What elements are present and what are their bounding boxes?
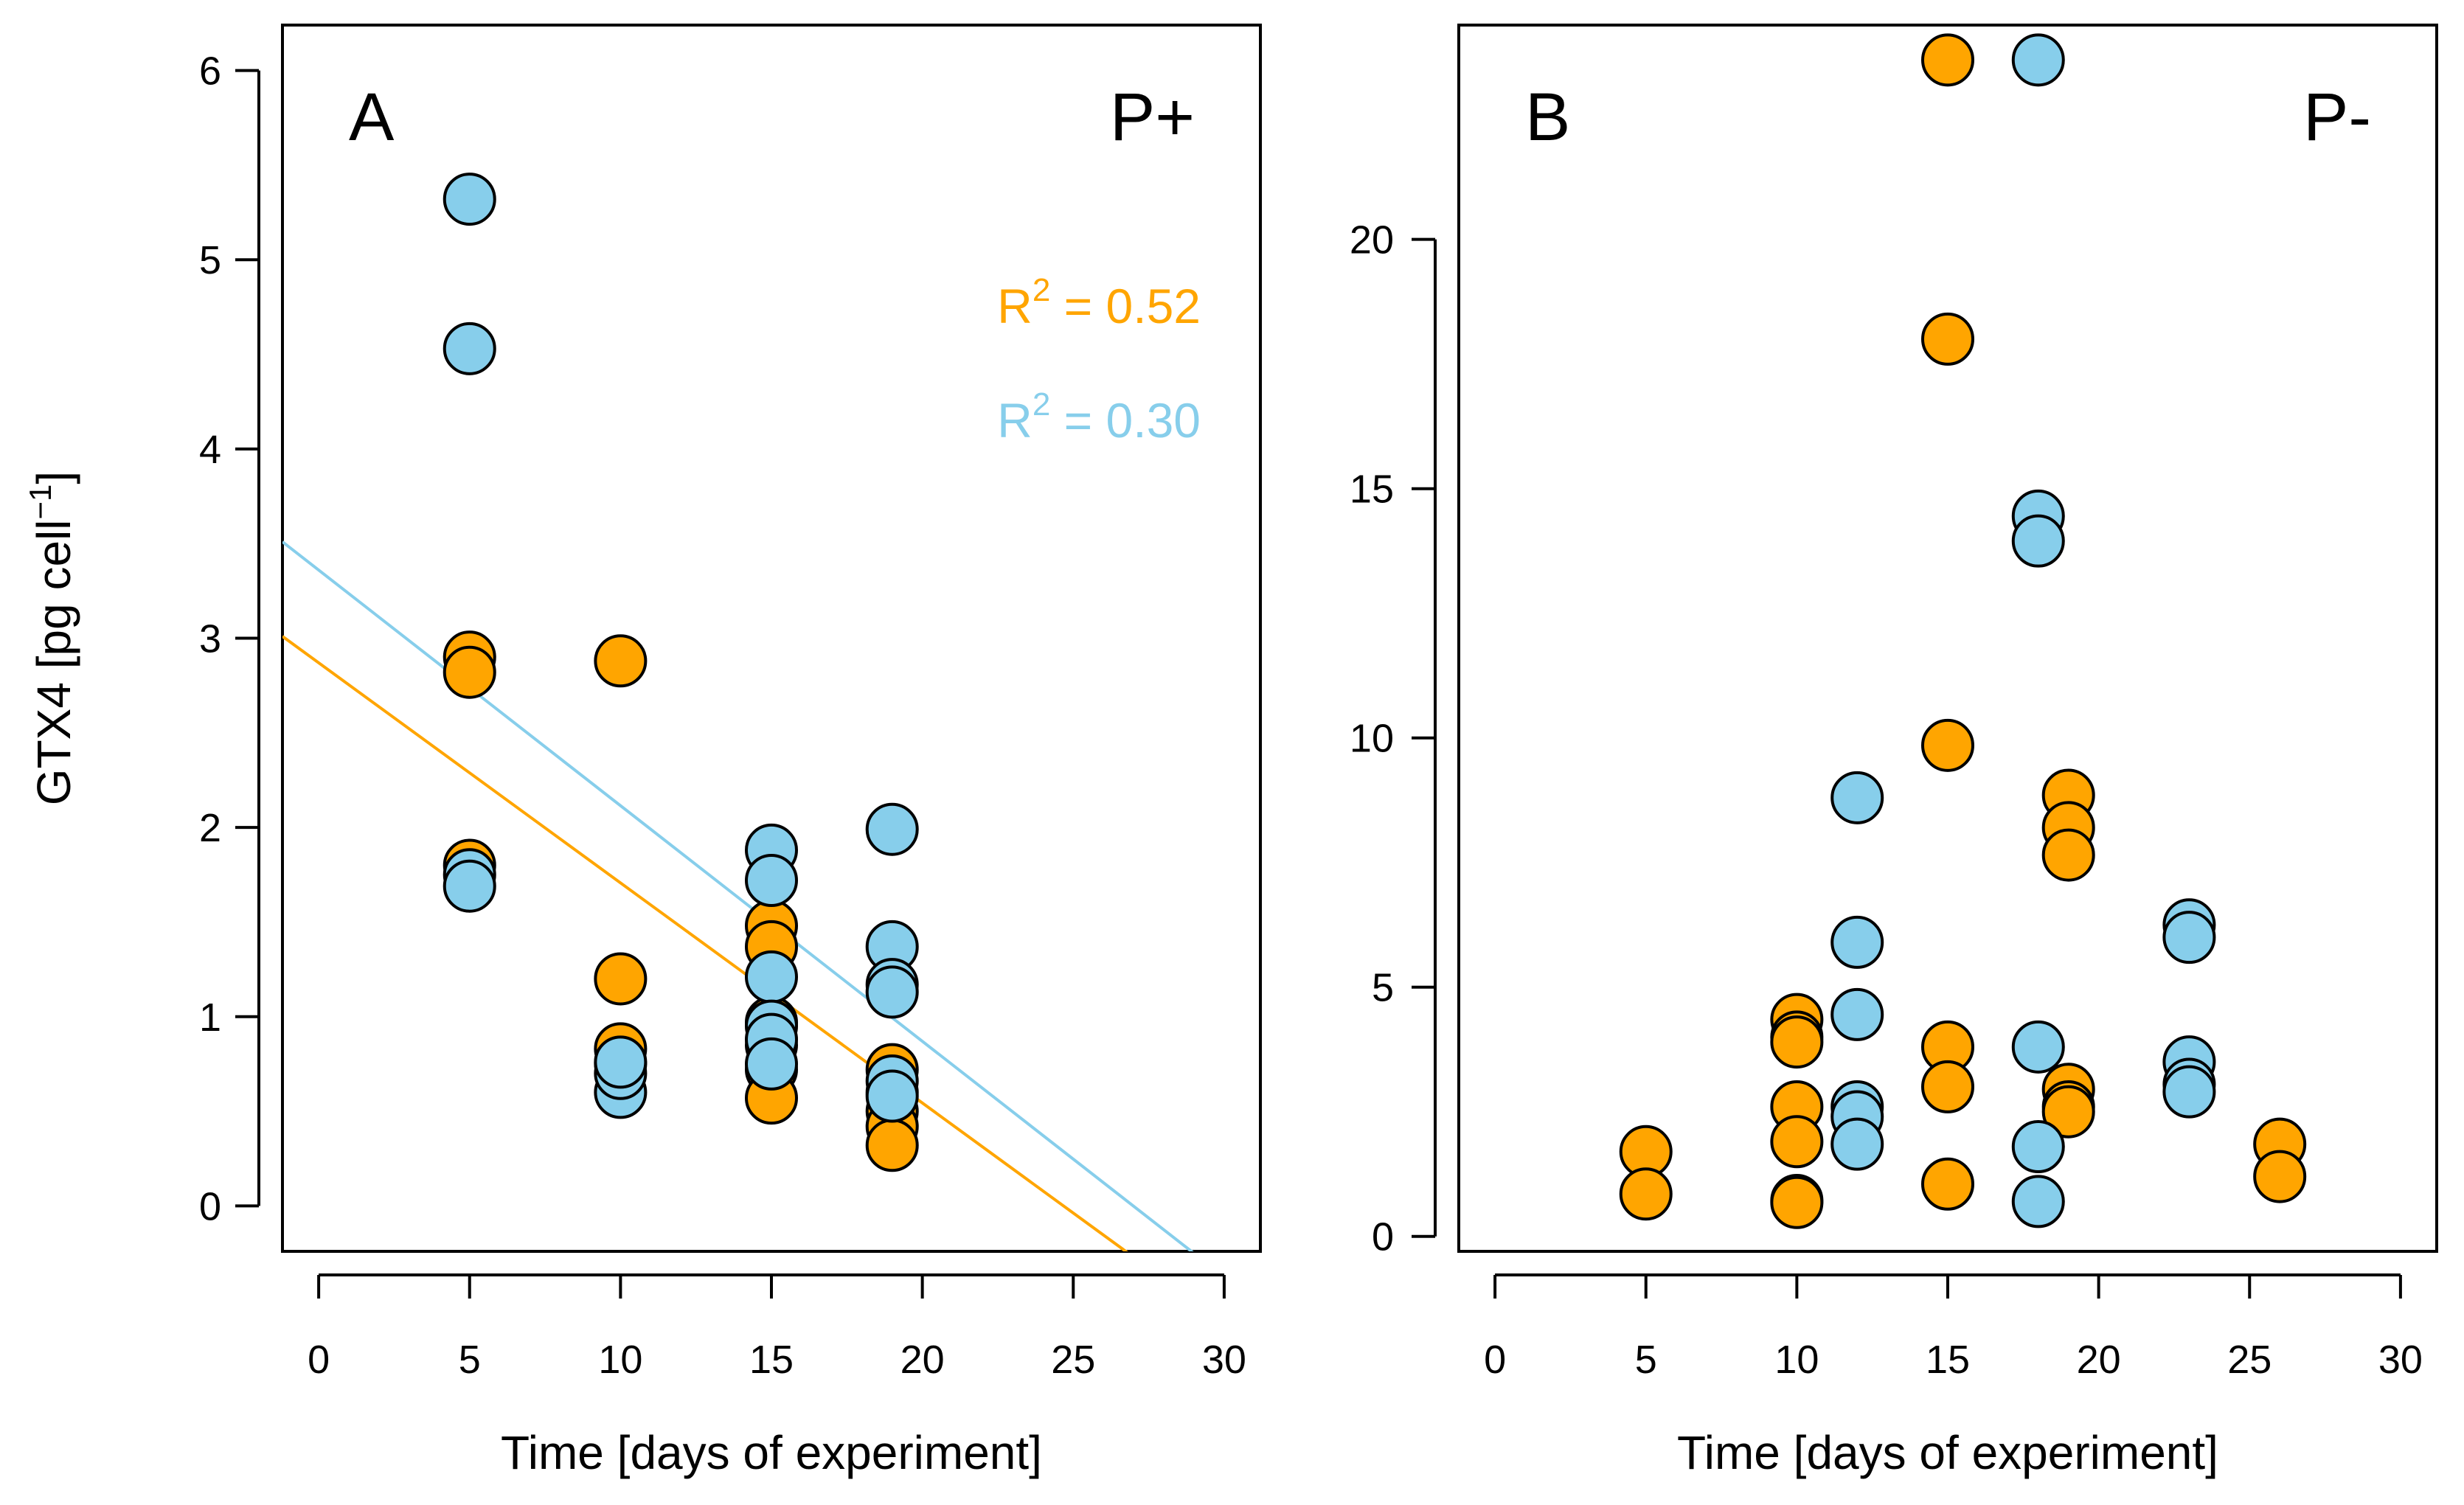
data-point-blue	[1830, 915, 1884, 969]
r2-prefix: R	[997, 279, 1033, 333]
data-point-orange	[2041, 1085, 2095, 1139]
data-point-orange	[594, 952, 648, 1006]
data-point-blue	[865, 1069, 919, 1123]
panel-b: 0 5 10 15 20 25 30 0 5 10 15 20 Time [days of experi…	[1350, 24, 2438, 1479]
x-tick-label: 0	[308, 1338, 330, 1382]
x-tick-label: 5	[1635, 1338, 1657, 1382]
data-point-orange	[2253, 1150, 2307, 1203]
plot-frame	[1457, 24, 2438, 1253]
data-point-orange	[1921, 1060, 1974, 1113]
y-axis-label: GTX4 [pg cell−1]	[23, 471, 80, 805]
data-point-blue	[1830, 771, 1884, 824]
series-orange	[443, 630, 919, 1172]
data-point-blue	[2162, 1065, 2216, 1119]
data-point-blue	[2011, 514, 2065, 568]
series-blue	[443, 173, 919, 1123]
data-point-blue	[443, 173, 496, 226]
y-tick-label: 10	[1350, 717, 1394, 761]
data-point-blue	[2011, 33, 2065, 87]
panel-letter: B	[1525, 80, 1570, 155]
data-point-orange	[443, 645, 496, 699]
x-tick-label: 20	[900, 1338, 945, 1382]
data-point-blue	[745, 950, 798, 1004]
x-tick-label: 25	[2227, 1338, 2272, 1382]
y-axis-label-close: ]	[27, 471, 80, 484]
r2-annotation-blue: R2 = 0.30	[997, 386, 1201, 448]
x-axis-label: Time [days of experiment]	[501, 1426, 1042, 1479]
data-point-blue	[865, 965, 919, 1019]
x-axis-label: Time [days of experiment]	[1677, 1426, 2218, 1479]
data-point-orange	[1921, 312, 1974, 366]
data-point-orange	[1770, 1115, 1824, 1169]
r2-exponent: 2	[1033, 272, 1050, 308]
data-point-orange	[1619, 1167, 1673, 1221]
x-tick-label: 25	[1051, 1338, 1095, 1382]
data-point-blue	[745, 853, 798, 907]
data-point-orange	[1921, 33, 1974, 87]
data-point-orange	[865, 1119, 919, 1172]
data-point-blue	[2011, 1175, 2065, 1228]
data-point-blue	[443, 321, 496, 375]
x-tick-label: 15	[1926, 1338, 1970, 1382]
data-point-blue	[865, 802, 919, 856]
r2-annotation-orange: R2 = 0.52	[997, 272, 1201, 333]
y-axis-label-exponent: −1	[23, 484, 58, 520]
r2-exponent: 2	[1033, 386, 1050, 423]
y-tick-label: 2	[199, 806, 221, 850]
series-orange	[1619, 33, 2307, 1229]
data-point-blue	[2011, 1020, 2065, 1074]
y-tick-label: 5	[1372, 966, 1394, 1010]
y-tick-label: 6	[199, 49, 221, 94]
data-point-blue	[1830, 1117, 1884, 1171]
data-point-orange	[1921, 1157, 1974, 1211]
data-point-blue	[1830, 987, 1884, 1041]
x-tick-label: 30	[1202, 1338, 1246, 1382]
data-point-orange	[1921, 718, 1974, 772]
x-tick-label: 10	[598, 1338, 642, 1382]
panel-tag: P-	[2303, 80, 2371, 155]
r2-value: = 0.30	[1050, 393, 1201, 448]
y-tick-label: 5	[199, 238, 221, 282]
panel-letter: A	[349, 80, 395, 155]
y-tick-label: 1	[199, 995, 221, 1040]
x-tick-label: 10	[1774, 1338, 1819, 1382]
data-point-orange	[1770, 1015, 1824, 1069]
data-point-blue	[594, 1035, 648, 1089]
y-tick-label: 3	[199, 617, 221, 661]
panel-a: 0 5 10 15 20 25 30 0 1 2 3 4 5 6 Time [days of experim…	[23, 24, 1262, 1479]
data-point-orange	[2041, 828, 2095, 882]
y-tick-label: 0	[1372, 1215, 1394, 1259]
data-point-blue	[2011, 1120, 2065, 1174]
data-point-blue	[745, 1037, 798, 1091]
data-point-blue	[2162, 911, 2216, 964]
x-tick-label: 15	[749, 1338, 794, 1382]
x-tick-label: 30	[2378, 1338, 2423, 1382]
r2-value: = 0.52	[1050, 279, 1201, 333]
y-tick-label: 15	[1350, 468, 1394, 512]
y-tick-label: 0	[199, 1184, 221, 1228]
y-axis-label-text: GTX4 [pg cell	[27, 519, 80, 805]
data-point-blue	[443, 859, 496, 913]
x-tick-label: 0	[1484, 1338, 1506, 1382]
y-tick-label: 20	[1350, 218, 1394, 263]
y-tick-label: 4	[199, 428, 221, 472]
x-tick-label: 5	[459, 1338, 481, 1382]
series-blue	[1830, 33, 2216, 1228]
r2-prefix: R	[997, 393, 1033, 448]
data-point-orange	[594, 634, 648, 688]
panel-tag: P+	[1110, 80, 1195, 155]
x-tick-label: 20	[2077, 1338, 2121, 1382]
data-point-orange	[1770, 1175, 1824, 1229]
